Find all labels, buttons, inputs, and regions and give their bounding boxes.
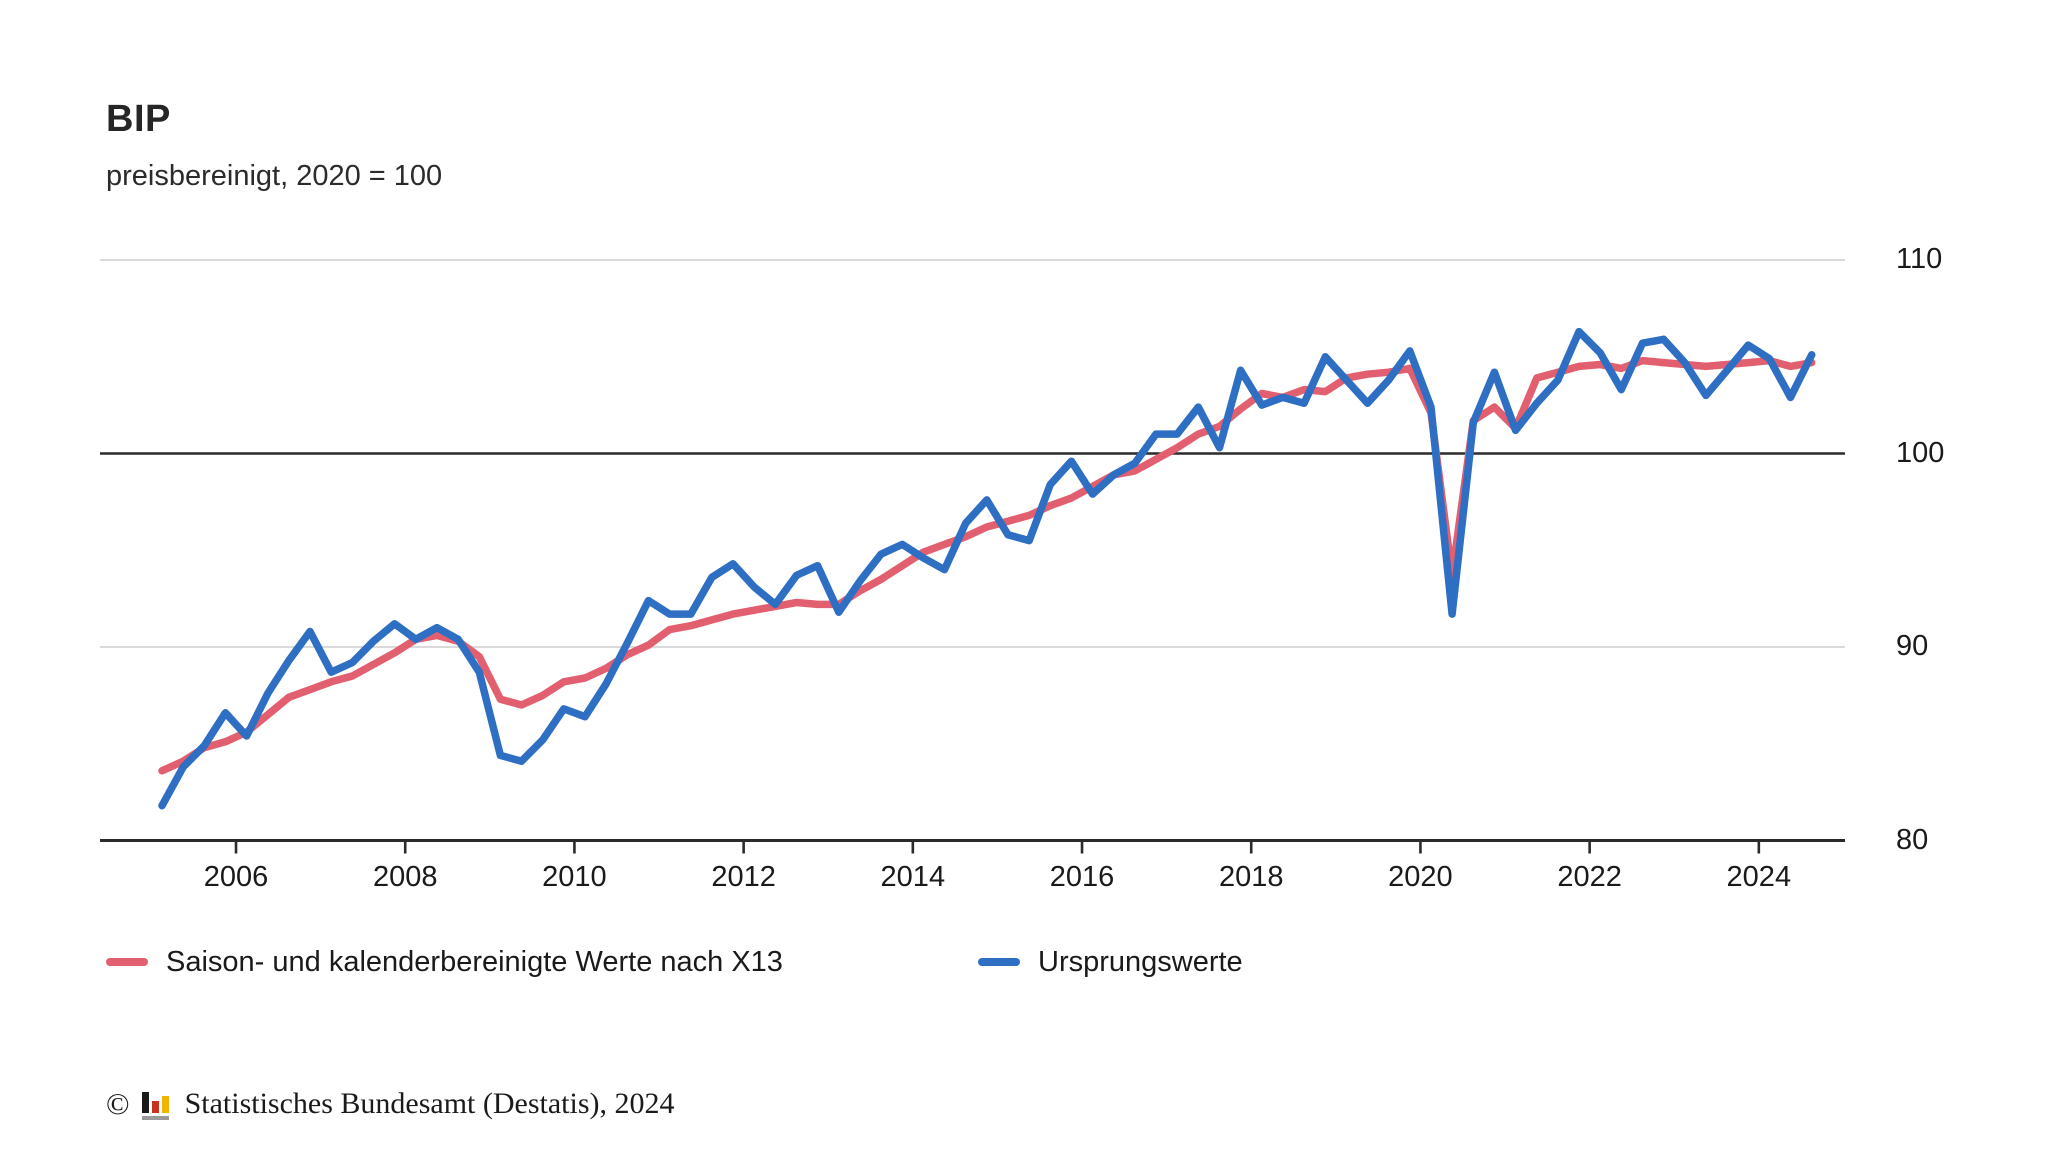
x-axis-label-2014: 2014 [880, 860, 946, 893]
source-attribution: © Statistisches Bundesamt (Destatis), 20… [106, 1086, 675, 1122]
x-axis-label-2012: 2012 [711, 860, 776, 893]
adjusted-series-swatch-icon [106, 958, 148, 966]
legend-item-adjusted: Saison- und kalenderbereinigte Werte nac… [106, 945, 783, 978]
y-axis-label-90: 90 [1896, 630, 1929, 662]
x-axis-label-2024: 2024 [1726, 860, 1792, 893]
x-axis-label-2018: 2018 [1218, 860, 1284, 893]
series-line-ursprungswerte [158, 327, 1816, 810]
x-axis-label-2010: 2010 [542, 860, 607, 893]
original-series-swatch-icon [978, 958, 1020, 966]
series-line-adjusted-x13 [158, 356, 1816, 775]
x-axis-label-2006: 2006 [203, 860, 269, 893]
source-text: Statistisches Bundesamt (Destatis), 2024 [184, 1087, 675, 1120]
copyright-symbol: © [106, 1086, 130, 1121]
legend-label-original: Ursprungswerte [1038, 945, 1243, 978]
x-axis-label-2022: 2022 [1557, 860, 1622, 893]
chart-subtitle: preisbereinigt, 2020 = 100 [106, 160, 443, 192]
legend-label-adjusted: Saison- und kalenderbereinigte Werte nac… [166, 945, 783, 978]
destatis-bar-chart-icon [141, 1092, 169, 1120]
legend-item-original: Ursprungswerte [978, 945, 1243, 978]
y-axis-label-80: 80 [1896, 823, 1929, 856]
y-axis-label-110: 110 [1896, 243, 1943, 275]
x-axis-label-2016: 2016 [1049, 860, 1115, 893]
x-axis-label-2008: 2008 [372, 860, 438, 893]
y-axis-label-100: 100 [1896, 436, 1945, 469]
x-axis-label-2020: 2020 [1388, 860, 1453, 893]
page-title: BIP [106, 98, 171, 140]
